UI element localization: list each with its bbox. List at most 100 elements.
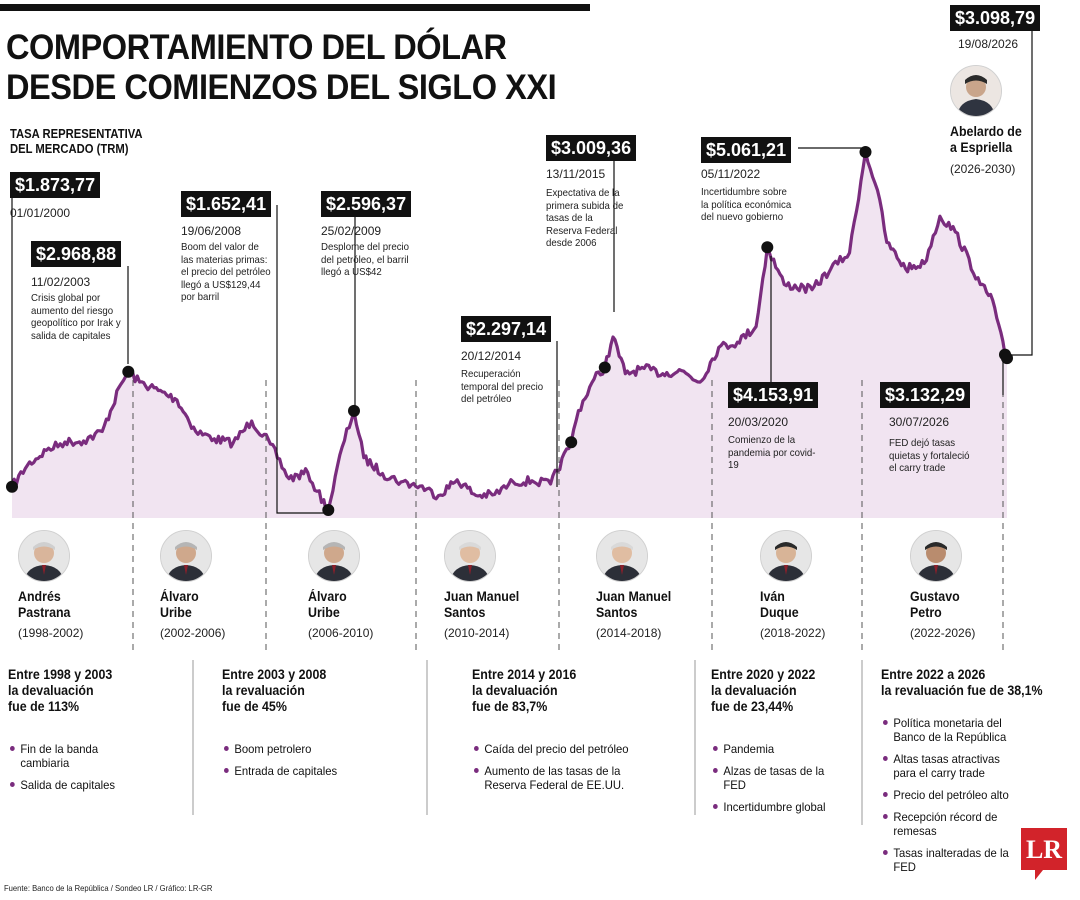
bullet-item: Precio del petróleo alto	[883, 788, 1024, 802]
value-box-2015: $3.009,36	[546, 135, 637, 161]
person-icon	[597, 531, 647, 581]
date-2003: 11/02/2003	[31, 275, 91, 289]
note-2009: Desplome del precio del petróleo, el bar…	[321, 241, 410, 278]
period-heading-2: Entre 2014 y 2016 la devaluación fue de 83…	[472, 667, 576, 715]
next-president-name-2: a Espriella	[950, 140, 1013, 155]
trm-area	[12, 152, 1007, 518]
chart-title: COMPORTAMIENTO DEL DÓLAR DESDE COMIENZOS…	[6, 28, 557, 108]
leader-line-9	[1008, 18, 1033, 356]
note-2014: Recuperación temporal del precio del pet…	[461, 368, 544, 405]
president-name-line: Duque	[760, 605, 799, 620]
period-heading-line: Entre 1998 y 2003	[8, 667, 113, 682]
data-point-3	[348, 404, 360, 417]
date-2000: 01/01/2000	[10, 206, 71, 220]
next-president-term: (2026-2030)	[950, 162, 1016, 176]
avatar-next-president	[950, 65, 1002, 117]
date-jul-2026: 30/07/2026	[889, 415, 950, 429]
bullet-item: Salida de capitales	[10, 778, 142, 792]
subtitle-line-1: TASA REPRESENTATIVA	[10, 127, 143, 141]
president-name-line: Gustavo	[910, 589, 960, 604]
value-box-2014: $2.297,14	[461, 316, 552, 342]
bullet-item: Alzas de tasas de la FED	[713, 764, 845, 792]
period-heading-line: fue de 45%	[222, 699, 287, 714]
data-point-7	[859, 146, 872, 158]
period-heading-line: la devaluación	[711, 683, 797, 698]
president-term-0: (1998-2002)	[18, 626, 84, 640]
president-name-line: Iván	[760, 589, 785, 604]
avatar-president-3	[444, 530, 496, 582]
note-jul-2026: FED dejó tasas quietas y fortaleció el c…	[889, 437, 970, 474]
period-dividers	[132, 380, 1004, 652]
president-name-4: Juan Manuel Santos	[596, 589, 671, 621]
bullet-item: Fin de la banda cambiaria	[10, 742, 142, 770]
period-heading-line: Entre 2020 y 2022	[711, 667, 816, 682]
president-name-2: Álvaro Uribe	[308, 589, 347, 621]
person-icon	[161, 531, 211, 581]
person-icon	[951, 66, 1001, 116]
next-president-name-1: Abelardo de	[950, 124, 1022, 139]
president-term-4: (2014-2018)	[596, 626, 662, 640]
president-name-line: Pastrana	[18, 605, 71, 620]
period-heading-line: la revaluación fue de 38,1%	[881, 683, 1043, 698]
person-icon	[445, 531, 495, 581]
subtitle-line-2: DEL MERCADO (TRM)	[10, 142, 129, 156]
value-box-jul-2026: $3.132,29	[880, 382, 971, 408]
period-heading-1: Entre 2003 y 2008 la revaluación fue de 45…	[222, 667, 326, 715]
period-bullets-1: Boom petrolero Entrada de capitales	[224, 742, 356, 786]
president-name-line: Andrés	[18, 589, 61, 604]
avatar-president-2	[308, 530, 360, 582]
chart-subtitle: TASA REPRESENTATIVA DEL MERCADO (TRM)	[10, 127, 143, 157]
period-heading-3: Entre 2020 y 2022 la devaluación fue de 23…	[711, 667, 815, 715]
person-icon	[911, 531, 961, 581]
lr-logo-text: LR	[1025, 835, 1063, 864]
value-box-2003: $2.968,88	[31, 241, 122, 267]
period-heading-line: la devaluación	[8, 683, 94, 698]
president-name-5: Iván Duque	[760, 589, 799, 621]
data-point-0	[6, 480, 18, 493]
period-heading-line: fue de 83,7%	[472, 699, 548, 714]
bullet-item: Boom petrolero	[224, 742, 356, 756]
bullet-item: Recepción récord de remesas	[883, 810, 1024, 838]
date-2015: 13/11/2015	[546, 167, 606, 181]
bullet-item: Entrada de capitales	[224, 764, 356, 778]
person-icon	[761, 531, 811, 581]
leader-line-2	[276, 205, 326, 514]
value-box-2008: $1.652,41	[181, 191, 272, 217]
period-heading-line: Entre 2014 y 2016	[472, 667, 577, 682]
note-2003: Crisis global por aumento del riesgo geo…	[31, 292, 121, 342]
date-2022: 05/11/2022	[701, 167, 761, 181]
bullet-item: Aumento de las tasas de la Reserva Feder…	[474, 764, 629, 792]
period-heading-4: Entre 2022 a 2026 la revaluación fue de 3…	[881, 667, 1043, 699]
top-rule	[0, 4, 590, 11]
value-box-2022: $5.061,21	[701, 137, 792, 163]
note-2020: Comienzo de la pandemia por covid-19	[728, 434, 816, 471]
date-2020: 20/03/2020	[728, 415, 789, 429]
president-name-line: Juan Manuel	[444, 589, 520, 604]
president-name-line: Álvaro	[160, 589, 199, 604]
period-heading-line: la devaluación	[472, 683, 558, 698]
period-bullets-2: Caída del precio del petróleo Aumento de …	[474, 742, 629, 800]
avatar-president-6	[910, 530, 962, 582]
note-2008: Boom del valor de las materias primas: e…	[181, 241, 271, 303]
source-note: Fuente: Banco de la República / Sondeo L…	[4, 883, 213, 893]
period-bullets-0: Fin de la banda cambiaria Salida de capit…	[10, 742, 142, 800]
title-line-2: DESDE COMIENZOS DEL SIGLO XXI	[6, 68, 557, 107]
president-term-6: (2022-2026)	[910, 626, 976, 640]
bullet-item: Pandemia	[713, 742, 845, 756]
data-point-2	[322, 504, 335, 516]
bullet-item: Altas tasas atractivas para el carry tra…	[883, 752, 1024, 780]
trm-series-line	[10, 150, 1009, 513]
avatar-president-5	[760, 530, 812, 582]
lr-logo-icon	[1021, 828, 1067, 880]
date-2008: 19/06/2008	[181, 224, 242, 238]
date-2009: 25/02/2009	[321, 224, 382, 238]
date-aug-2026: 19/08/2026	[958, 37, 1019, 51]
data-point-6	[761, 241, 774, 254]
president-term-2: (2006-2010)	[308, 626, 374, 640]
note-2022: Incertidumbre sobre la política económic…	[701, 186, 792, 223]
period-rules	[192, 660, 863, 825]
data-point-5	[598, 361, 611, 374]
person-icon	[309, 531, 359, 581]
data-point-9	[1001, 352, 1013, 365]
